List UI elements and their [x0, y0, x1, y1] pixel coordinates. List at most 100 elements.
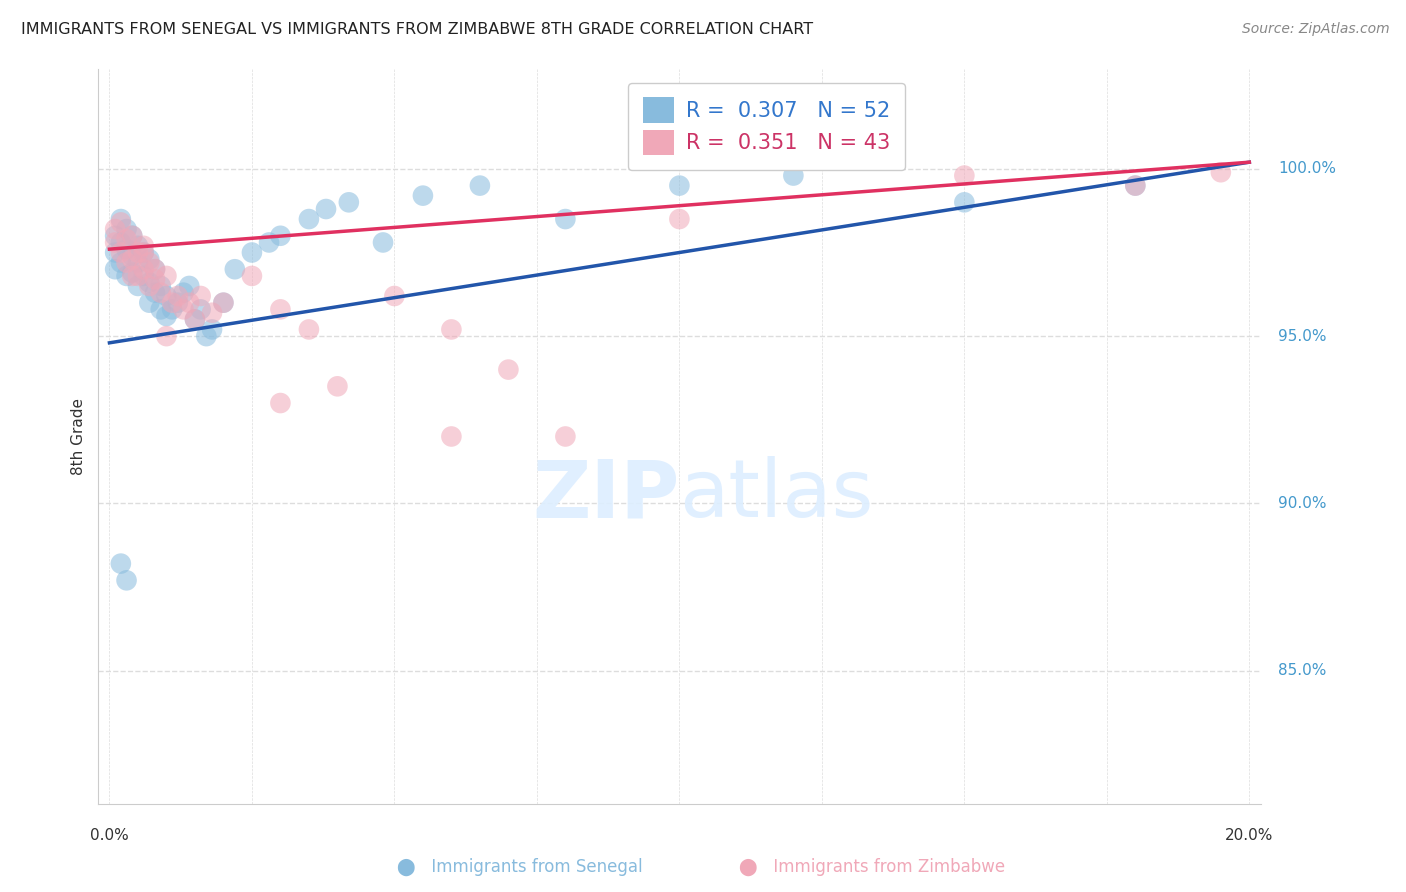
Point — [149, 279, 172, 293]
Point — [110, 245, 132, 260]
Point — [143, 262, 166, 277]
Point — [326, 379, 349, 393]
Point — [179, 295, 201, 310]
Point — [668, 212, 690, 227]
Point — [115, 255, 138, 269]
Y-axis label: 8th Grade: 8th Grade — [72, 398, 86, 475]
Point — [138, 255, 160, 269]
Point — [132, 268, 155, 283]
Point — [240, 245, 263, 260]
Point — [143, 272, 166, 286]
Point — [149, 302, 172, 317]
Point — [337, 195, 360, 210]
Point — [110, 212, 132, 227]
Point — [115, 242, 138, 256]
Text: 85.0%: 85.0% — [1278, 663, 1326, 678]
Text: ZIP: ZIP — [531, 457, 679, 534]
Point — [1209, 165, 1232, 179]
Point — [184, 312, 207, 326]
Point — [104, 235, 127, 250]
Point — [143, 285, 166, 300]
Point — [115, 268, 138, 283]
Point — [104, 228, 127, 243]
Point — [127, 255, 149, 269]
Point — [668, 178, 690, 193]
Point — [132, 239, 155, 253]
Point — [155, 329, 177, 343]
Text: 20.0%: 20.0% — [1225, 828, 1274, 843]
Point — [190, 289, 212, 303]
Point — [127, 239, 149, 253]
Point — [468, 178, 491, 193]
Point — [412, 188, 434, 202]
Point — [110, 235, 132, 250]
Point — [195, 329, 218, 343]
Point — [269, 396, 291, 410]
Point — [166, 289, 188, 303]
Point — [155, 289, 177, 303]
Point — [104, 245, 127, 260]
Point — [115, 222, 138, 236]
Point — [201, 322, 224, 336]
Point — [115, 574, 138, 588]
Point — [138, 279, 160, 293]
Point — [298, 212, 321, 227]
Text: 95.0%: 95.0% — [1278, 328, 1326, 343]
Point — [179, 279, 201, 293]
Point — [554, 429, 576, 443]
Point — [371, 235, 394, 250]
Point — [143, 262, 166, 277]
Point — [953, 195, 976, 210]
Point — [554, 212, 576, 227]
Point — [121, 268, 143, 283]
Point — [1125, 178, 1147, 193]
Point — [121, 228, 143, 243]
Point — [190, 302, 212, 317]
Point — [160, 302, 183, 317]
Point — [121, 228, 143, 243]
Point — [121, 266, 143, 280]
Point — [440, 322, 463, 336]
Point — [127, 268, 149, 283]
Point — [104, 262, 127, 277]
Point — [315, 202, 337, 216]
Point — [212, 295, 235, 310]
Point — [782, 169, 804, 183]
Point — [138, 295, 160, 310]
Point — [132, 245, 155, 260]
Text: 0.0%: 0.0% — [90, 828, 129, 843]
Point — [132, 262, 155, 277]
Point — [269, 228, 291, 243]
Text: ⬤   Immigrants from Senegal: ⬤ Immigrants from Senegal — [398, 858, 643, 876]
Point — [298, 322, 321, 336]
Point — [201, 306, 224, 320]
Point — [269, 302, 291, 317]
Point — [166, 295, 188, 310]
Point — [240, 268, 263, 283]
Point — [155, 309, 177, 323]
Legend: R =  0.307   N = 52, R =  0.351   N = 43: R = 0.307 N = 52, R = 0.351 N = 43 — [628, 83, 905, 169]
Point — [121, 249, 143, 263]
Point — [498, 362, 520, 376]
Text: Source: ZipAtlas.com: Source: ZipAtlas.com — [1241, 22, 1389, 37]
Text: IMMIGRANTS FROM SENEGAL VS IMMIGRANTS FROM ZIMBABWE 8TH GRADE CORRELATION CHART: IMMIGRANTS FROM SENEGAL VS IMMIGRANTS FR… — [21, 22, 813, 37]
Point — [110, 215, 132, 229]
Point — [110, 557, 132, 571]
Point — [257, 235, 280, 250]
Point — [132, 245, 155, 260]
Point — [110, 255, 132, 269]
Point — [1125, 178, 1147, 193]
Point — [173, 302, 195, 317]
Text: 100.0%: 100.0% — [1278, 161, 1336, 177]
Point — [104, 222, 127, 236]
Point — [149, 285, 172, 300]
Point — [384, 289, 406, 303]
Point — [155, 268, 177, 283]
Point — [224, 262, 246, 277]
Point — [184, 312, 207, 326]
Point — [138, 252, 160, 267]
Point — [440, 429, 463, 443]
Text: atlas: atlas — [679, 457, 873, 534]
Text: 90.0%: 90.0% — [1278, 496, 1326, 511]
Point — [121, 252, 143, 267]
